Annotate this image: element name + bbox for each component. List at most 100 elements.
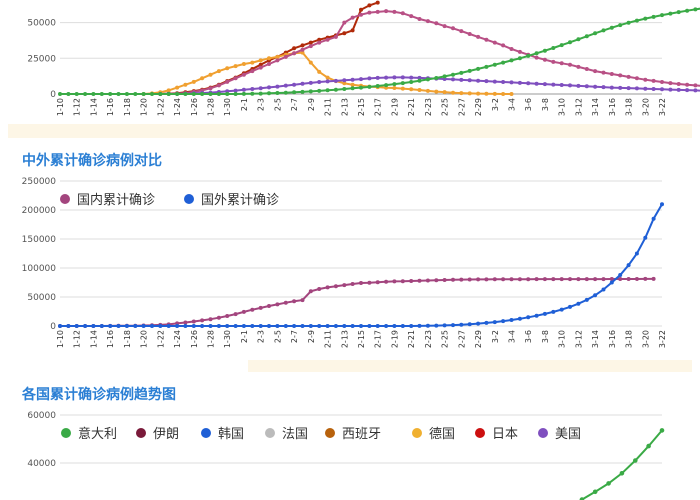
series-point — [359, 12, 363, 17]
series-point — [425, 88, 430, 93]
series-point — [542, 48, 547, 53]
series-point — [275, 58, 280, 63]
series-point — [618, 73, 623, 78]
series-point — [467, 322, 472, 327]
series-point — [275, 91, 280, 95]
series-point — [258, 305, 263, 310]
legend-label: 法国 — [282, 427, 308, 442]
series-point — [501, 80, 506, 84]
series-point — [267, 91, 271, 96]
series-point — [417, 78, 422, 83]
series-point — [609, 280, 614, 285]
series-point — [350, 86, 355, 91]
series-point — [342, 87, 347, 91]
series-point — [551, 309, 556, 314]
series-point — [292, 324, 297, 328]
series-point — [342, 78, 347, 83]
series-point — [668, 87, 673, 92]
legend-marker — [325, 428, 335, 438]
series-point — [300, 47, 305, 52]
series-point — [375, 75, 380, 80]
series-point — [451, 90, 455, 95]
series-point — [241, 309, 246, 314]
series-point — [459, 91, 464, 96]
series-point — [317, 287, 322, 291]
series-point — [367, 10, 372, 15]
series-point — [434, 76, 439, 80]
series-point — [375, 0, 380, 5]
series-point — [660, 13, 664, 18]
x-tick-label: 1-16 — [106, 98, 115, 116]
series-point — [325, 75, 330, 80]
series-point — [216, 92, 221, 96]
series-point — [425, 278, 430, 283]
x-tick-label: 3-8 — [541, 330, 550, 343]
series-point — [651, 78, 656, 83]
series-point — [258, 65, 263, 70]
series-point — [384, 279, 389, 284]
series-point — [241, 62, 246, 66]
series-point — [317, 37, 322, 42]
x-tick-label: 3-12 — [574, 98, 583, 116]
series-point — [400, 81, 405, 86]
series-point — [233, 88, 238, 93]
x-tick-label: 2-9 — [307, 98, 316, 111]
series-point — [58, 324, 62, 328]
chart2-title: 中外累计确诊病例对比 — [22, 153, 162, 169]
series-point — [124, 92, 129, 96]
series-point — [216, 324, 221, 328]
series-point — [643, 86, 648, 91]
series-point — [643, 16, 648, 21]
series-point — [542, 277, 547, 282]
series-point — [333, 284, 338, 289]
x-tick-label: 1-10 — [56, 98, 65, 116]
series-point — [609, 72, 614, 76]
x-tick-label: 1-20 — [140, 98, 149, 116]
series-point — [417, 323, 422, 328]
legend-label: 国外累计确诊 — [201, 193, 279, 208]
x-tick-label: 1-18 — [123, 330, 132, 348]
series-point — [183, 82, 188, 87]
series-point — [484, 320, 489, 325]
series-point — [476, 78, 481, 83]
series-point — [108, 324, 113, 328]
series-point — [292, 82, 297, 87]
series-point — [467, 277, 472, 282]
y-tick-label: 100000 — [22, 264, 57, 274]
series-point — [267, 324, 271, 328]
x-tick-label: 2-15 — [357, 330, 366, 348]
series-point — [216, 69, 221, 74]
x-tick-label: 2-25 — [441, 330, 450, 348]
series-point — [225, 314, 230, 318]
series-point — [99, 92, 104, 96]
series-point — [534, 55, 539, 60]
series-point — [158, 92, 163, 96]
series-point — [417, 278, 422, 283]
series-point — [225, 92, 230, 96]
series-point — [668, 81, 673, 86]
series-line — [60, 7, 700, 95]
x-tick-label: 2-15 — [357, 98, 366, 116]
series-point — [559, 277, 564, 282]
series-point — [384, 75, 389, 80]
x-tick-label: 1-28 — [207, 98, 216, 116]
series-point — [300, 298, 305, 303]
x-tick-label: 2-21 — [407, 98, 416, 116]
series-point — [250, 69, 255, 74]
series-point — [417, 17, 422, 21]
series-point — [501, 92, 506, 96]
series-point — [317, 80, 322, 84]
series-point — [534, 277, 539, 282]
series-point — [124, 324, 129, 328]
series-point — [619, 471, 625, 476]
series-point — [459, 70, 464, 75]
series-point — [333, 34, 338, 39]
series-point — [141, 92, 146, 96]
series-point — [459, 277, 464, 282]
x-tick-label: 1-16 — [106, 330, 115, 348]
series-point — [568, 277, 572, 282]
series-point — [258, 62, 263, 67]
x-tick-label: 1-30 — [223, 98, 232, 116]
series-point — [83, 92, 88, 96]
series-point — [200, 324, 205, 328]
